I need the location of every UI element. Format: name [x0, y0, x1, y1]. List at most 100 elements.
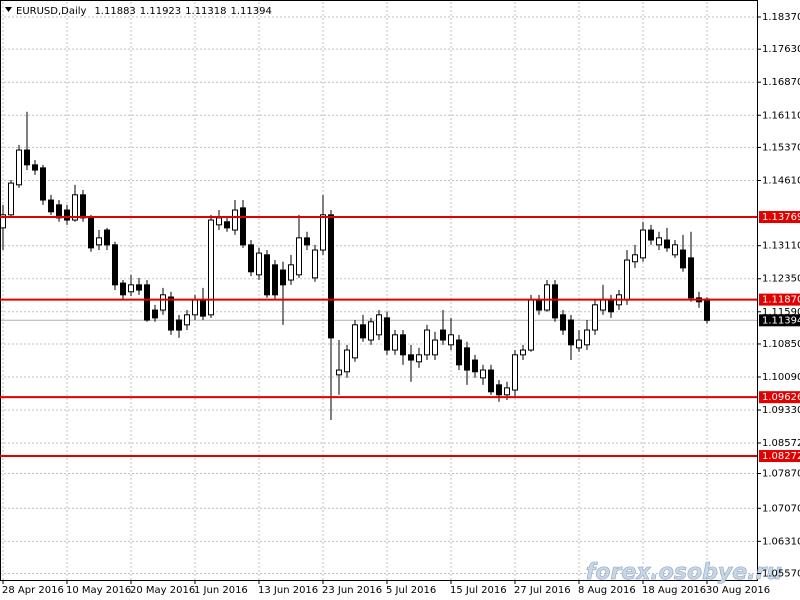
candle-body	[576, 339, 582, 349]
candle-body	[328, 214, 334, 339]
y-tick-label: 1.13110	[762, 241, 800, 252]
candle-body	[248, 244, 254, 273]
candle-body	[656, 237, 662, 246]
candle-body	[192, 299, 198, 316]
candle-body	[568, 319, 574, 346]
y-tick-label: 1.10850	[762, 339, 800, 350]
candle-body	[168, 296, 174, 331]
candle-body	[632, 254, 638, 263]
candle-body	[280, 269, 286, 286]
header-open: 1.11883	[94, 6, 135, 17]
header-close: 1.11394	[231, 6, 272, 17]
candle-body	[216, 217, 222, 226]
candle-body	[456, 339, 462, 366]
candle-body	[288, 264, 294, 281]
candle-body	[208, 219, 214, 316]
candle-body	[56, 204, 62, 219]
candle-body	[488, 369, 494, 393]
plot-frame	[0, 0, 758, 581]
price-label: 1.11394	[762, 315, 800, 326]
x-tick-label: 13 Jun 2016	[258, 585, 318, 596]
candle-body	[136, 284, 142, 291]
candle-body	[400, 334, 406, 356]
candle-body	[520, 349, 526, 356]
x-tick-label: 5 Jul 2016	[386, 585, 436, 596]
candle-body	[496, 384, 502, 396]
candle-body	[472, 359, 478, 373]
candle-body	[48, 199, 54, 213]
x-tick-label: 27 Jul 2016	[514, 585, 571, 596]
y-tick-label: 1.15370	[762, 142, 800, 153]
candle-body	[160, 294, 166, 311]
candle-body	[352, 324, 358, 359]
candle-body	[368, 321, 374, 341]
candle-body	[608, 299, 614, 313]
candle-body	[680, 249, 686, 269]
candle-body	[544, 284, 550, 311]
y-tick-label: 1.12350	[762, 274, 800, 285]
candle-body	[648, 229, 654, 241]
level-tag	[759, 211, 800, 224]
candle-body	[240, 207, 246, 246]
candle-body	[184, 314, 190, 326]
price-tag	[759, 314, 800, 327]
y-tick-label: 1.16110	[762, 110, 800, 121]
candle-body	[88, 217, 94, 249]
x-tick-label: 15 Jul 2016	[450, 585, 507, 596]
y-tick-label: 1.18370	[762, 12, 800, 23]
candle-body	[16, 149, 22, 186]
candle-body	[232, 209, 238, 231]
candle-body	[504, 387, 510, 396]
candle-body	[104, 229, 110, 246]
candle-body	[200, 299, 206, 317]
candle-body	[296, 237, 302, 276]
candle-body	[360, 324, 366, 339]
candle-body	[312, 249, 318, 279]
header-high: 1.11923	[140, 6, 181, 17]
candle-body	[552, 284, 558, 319]
level-label: 1.11870	[762, 295, 800, 306]
candle-body	[600, 299, 606, 311]
x-tick-label: 8 Aug 2016	[578, 585, 636, 596]
candle-body	[432, 339, 438, 356]
x-tick-label: 28 Apr 2016	[2, 585, 64, 596]
y-tick-label: 1.10090	[762, 372, 800, 383]
candle-body	[32, 164, 38, 171]
y-tick-label: 1.05570	[762, 569, 800, 580]
candle-body	[464, 347, 470, 371]
candle-body	[320, 214, 326, 251]
level-tag	[759, 450, 800, 463]
candle-body	[72, 194, 78, 221]
candle-body	[8, 182, 14, 216]
y-tick-label: 1.14610	[762, 175, 800, 186]
y-tick-label: 1.11590	[762, 307, 800, 318]
candle-body	[64, 209, 70, 221]
candle-body	[384, 317, 390, 351]
x-tick-label: 23 Jun 2016	[322, 585, 382, 596]
candle-body	[24, 149, 30, 166]
candle-body	[344, 349, 350, 373]
level-label: 1.13769	[762, 212, 800, 223]
candle-body	[408, 354, 414, 361]
candle-body	[80, 194, 86, 219]
candle-body	[272, 264, 278, 296]
candle-body	[584, 329, 590, 346]
candle-body	[96, 237, 102, 246]
candle-body	[440, 329, 446, 341]
candle-body	[592, 304, 598, 331]
level-tag	[759, 293, 800, 306]
candle-body	[152, 309, 158, 319]
candle-body	[424, 329, 430, 356]
candle-body	[536, 299, 542, 311]
candle-body	[128, 284, 134, 293]
candle-body	[640, 229, 646, 259]
candle-body	[264, 254, 270, 296]
level-label: 1.08272	[762, 451, 800, 462]
candle-body	[120, 282, 126, 296]
candle-body	[336, 369, 342, 376]
y-tick-label: 1.07070	[762, 503, 800, 514]
x-tick-label: 1 Jun 2016	[194, 585, 248, 596]
level-tag	[759, 391, 800, 404]
menu-icon	[5, 7, 12, 12]
